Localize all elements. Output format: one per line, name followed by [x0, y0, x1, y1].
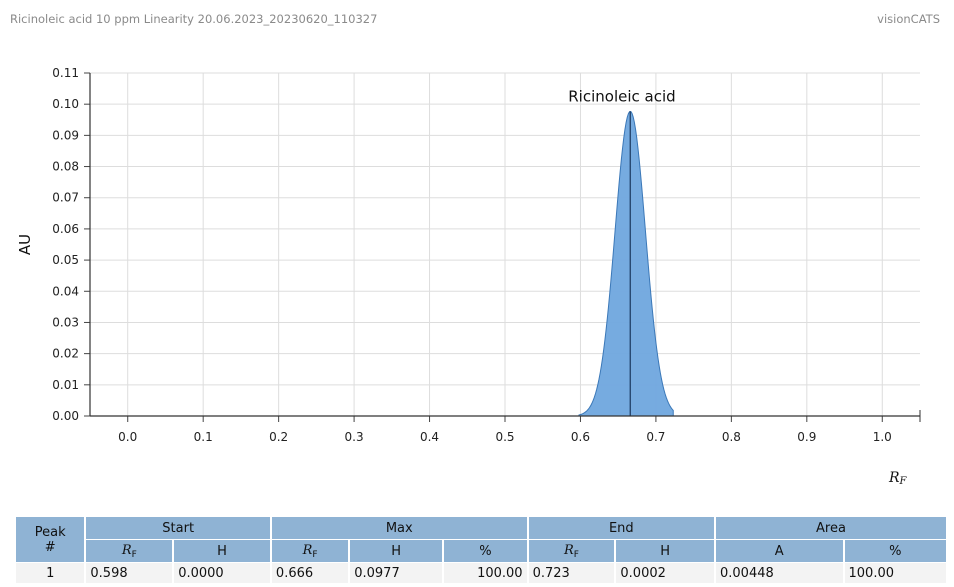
x-tick-label: 0.7 — [646, 430, 665, 444]
max-pct-header: % — [444, 540, 527, 562]
x-tick-label: 0.9 — [797, 430, 816, 444]
peak-table: Peak # Start Max End Area RF H RF H % RF … — [14, 516, 948, 584]
x-tick-label: 0.5 — [495, 430, 514, 444]
x-axis-title: RF — [888, 470, 908, 487]
x-tick-label: 0.2 — [269, 430, 288, 444]
axes: 0.0 0.1 0.2 0.3 0.4 0.5 0.6 0.7 0.8 0.9 1.0 0.00 0.0… — [52, 66, 921, 444]
brand-label: visionCATS — [877, 12, 940, 26]
x-tick-label: 0.6 — [571, 430, 590, 444]
cell-area-pct: 100.00 — [844, 563, 946, 583]
end-rf-header: RF — [528, 540, 615, 562]
x-tick-label: 0.0 — [118, 430, 137, 444]
table-row: 1 0.598 0.0000 0.666 0.0977 100.00 0.723… — [16, 563, 946, 583]
max-h-header: H — [350, 540, 443, 562]
table-sub-header-row: RF H RF H % RF H A % — [16, 540, 946, 562]
max-header: Max — [271, 517, 527, 539]
cell-max-rf: 0.666 — [271, 563, 349, 583]
cell-end-rf: 0.723 — [528, 563, 615, 583]
grid — [90, 72, 920, 417]
y-tick-label: 0.00 — [52, 409, 79, 423]
x-tick-label: 0.4 — [420, 430, 439, 444]
area-a-header: A — [716, 540, 843, 562]
start-h-header: H — [174, 540, 270, 562]
x-tick-label: 0.1 — [194, 430, 213, 444]
start-rf-header: RF — [86, 540, 173, 562]
y-tick-label: 0.01 — [52, 378, 79, 392]
y-tick-label: 0.08 — [52, 160, 79, 174]
y-tick-label: 0.04 — [52, 284, 79, 298]
cell-start-rf: 0.598 — [86, 563, 173, 583]
y-tick-label: 0.07 — [52, 191, 79, 205]
y-tick-label: 0.11 — [52, 66, 79, 80]
end-h-header: H — [616, 540, 714, 562]
report-title: Ricinoleic acid 10 ppm Linearity 20.06.2… — [10, 12, 378, 26]
y-axis-title: AU — [16, 234, 34, 255]
cell-max-pct: 100.00 — [444, 563, 527, 583]
peak-label: Ricinoleic acid — [568, 87, 675, 105]
peak-number-header: Peak # — [16, 517, 85, 562]
start-header: Start — [86, 517, 270, 539]
peak-area — [578, 111, 674, 417]
y-tick-label: 0.06 — [52, 222, 79, 236]
cell-area-a: 0.00448 — [716, 563, 843, 583]
cell-start-h: 0.0000 — [174, 563, 270, 583]
y-tick-label: 0.09 — [52, 128, 79, 142]
y-tick-label: 0.10 — [52, 97, 79, 111]
cell-end-h: 0.0002 — [616, 563, 714, 583]
y-tick-label: 0.02 — [52, 347, 79, 361]
x-tick-label: 0.3 — [345, 430, 364, 444]
x-tick-label: 0.8 — [722, 430, 741, 444]
y-tick-label: 0.03 — [52, 315, 79, 329]
max-rf-header: RF — [271, 540, 349, 562]
x-tick-label: 1.0 — [873, 430, 892, 444]
cell-max-h: 0.0977 — [350, 563, 443, 583]
end-header: End — [528, 517, 714, 539]
y-tick-label: 0.05 — [52, 253, 79, 267]
peak-shape — [578, 111, 674, 417]
area-pct-header: % — [844, 540, 946, 562]
cell-peak: 1 — [16, 563, 85, 583]
area-header: Area — [716, 517, 946, 539]
table-group-header-row: Peak # Start Max End Area — [16, 517, 946, 562]
chromatogram-chart: 0.0 0.1 0.2 0.3 0.4 0.5 0.6 0.7 0.8 0.9 1.0 0.00 0.0… — [16, 66, 921, 487]
